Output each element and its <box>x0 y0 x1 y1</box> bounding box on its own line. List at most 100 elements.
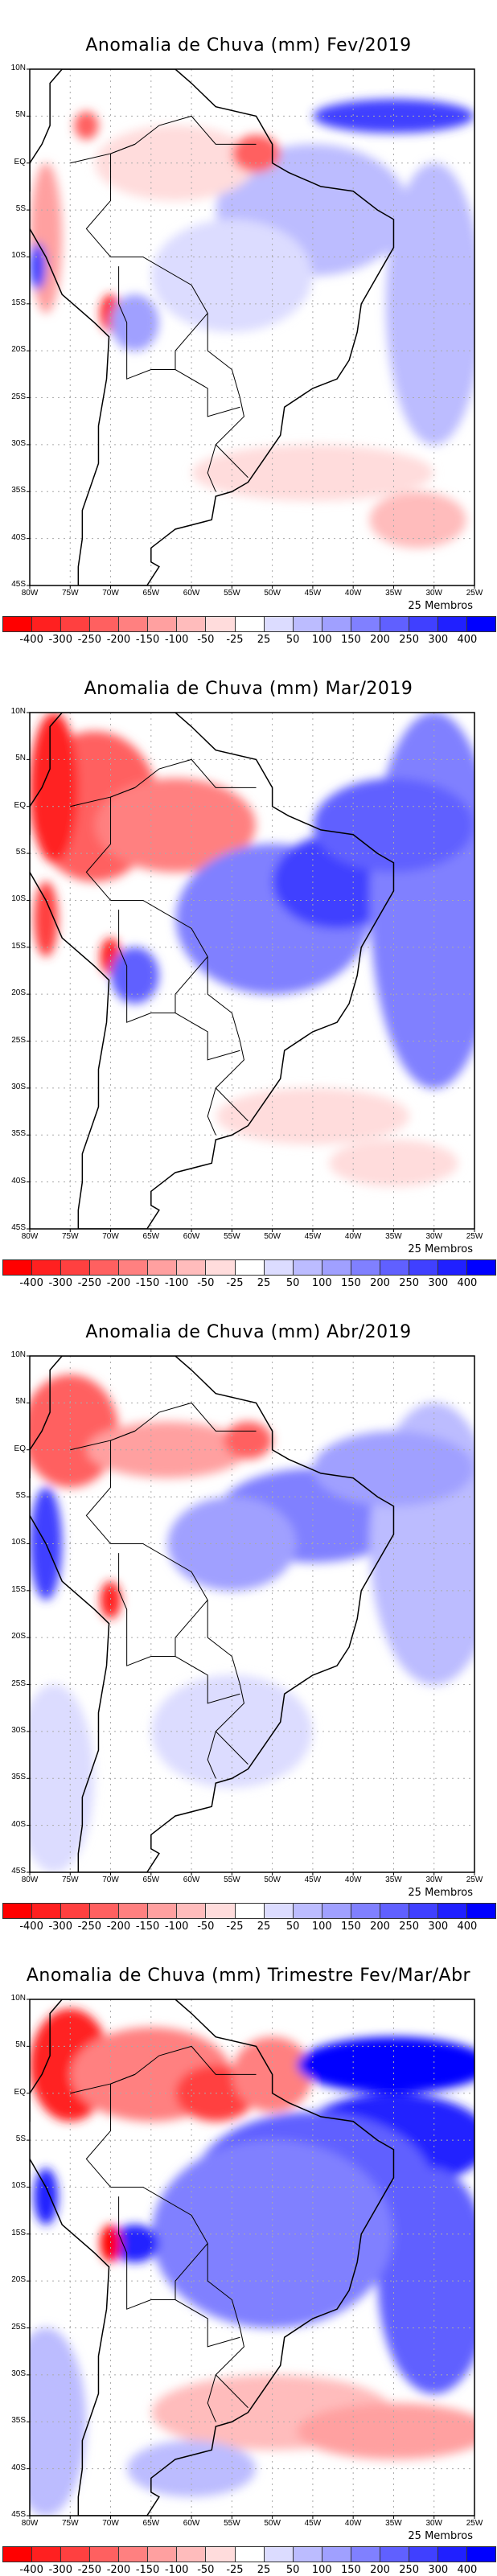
anomaly-region <box>297 2402 474 2460</box>
country-border <box>110 256 249 479</box>
lat-tick-label: 15S <box>11 2228 26 2237</box>
lon-tick-label: 40W <box>344 1876 362 1884</box>
legend-swatch <box>32 617 62 631</box>
country-border <box>70 1430 135 1451</box>
legend-swatch <box>206 2547 236 2562</box>
legend-label: -250 <box>77 634 102 646</box>
rainfall-anomaly-map <box>27 712 475 1232</box>
legend-swatch <box>119 1260 149 1275</box>
lat-tick-label: 5N <box>15 2040 26 2050</box>
lon-tick-label: 35W <box>385 1232 402 1241</box>
legend-swatch <box>206 617 236 631</box>
lat-tick-label: 20S <box>11 988 26 998</box>
legend-label: 400 <box>457 2564 478 2576</box>
coastline <box>30 69 395 585</box>
lon-tick-label: 80W <box>21 1876 39 1884</box>
lat-tick-label: EQ <box>14 157 26 166</box>
lat-tick-label: 10N <box>10 1350 26 1359</box>
legend-label: -100 <box>164 634 189 646</box>
legend-label: -50 <box>197 1921 215 1933</box>
lon-tick-label: 75W <box>61 1876 79 1884</box>
lat-tick-label: 20S <box>11 345 26 355</box>
map-frame <box>29 1355 475 1873</box>
legend-label: -400 <box>19 634 43 646</box>
lat-tick-label: 25S <box>11 1035 26 1045</box>
legend-label: -250 <box>77 2564 102 2576</box>
legend-label: 25 <box>257 1277 271 1289</box>
lon-tick-label: 50W <box>264 1232 281 1241</box>
rainfall-anomaly-map <box>27 1999 475 2519</box>
country-border <box>70 2073 135 2094</box>
country-border <box>175 369 240 417</box>
legend-label: 100 <box>311 1277 332 1289</box>
legend-label: 400 <box>457 1277 478 1289</box>
legend-swatch <box>177 1260 207 1275</box>
lat-tick-label: 5S <box>15 204 26 214</box>
anomaly-region <box>30 1374 119 1488</box>
legend-swatch <box>235 1904 265 1918</box>
country-border <box>110 2186 249 2409</box>
legend-swatch <box>409 617 438 631</box>
legend-swatch <box>467 2547 496 2562</box>
lat-tick-label: 20S <box>11 2275 26 2285</box>
country-border <box>118 910 208 1023</box>
lon-tick-label: 45W <box>304 589 322 598</box>
lat-tick-label: 25S <box>11 1678 26 1688</box>
coastline <box>30 1356 395 1872</box>
anomaly-map-panel: Anomalia de Chuva (mm) Trimestre Fev/Mar… <box>0 1930 497 2576</box>
lon-tick-label: 60W <box>183 1876 200 1884</box>
legend-swatch <box>264 1260 294 1275</box>
lon-tick-label: 75W <box>61 1232 79 1241</box>
legend-swatch <box>293 617 322 631</box>
legend-swatch <box>177 1904 207 1918</box>
legend-label: -200 <box>106 1921 131 1933</box>
legend-label: 50 <box>285 634 300 646</box>
anomaly-region <box>94 778 256 873</box>
legend-label: 50 <box>285 1921 300 1933</box>
legend-label: -150 <box>135 1277 160 1289</box>
legend-swatch <box>177 2547 207 2562</box>
legend-swatch <box>206 1904 236 1918</box>
coastline <box>30 713 395 1229</box>
legend-label: -250 <box>77 1921 102 1933</box>
lon-tick-label: 35W <box>385 2519 402 2528</box>
lat-tick-label: 45S <box>11 1867 26 1876</box>
map-frame <box>29 68 475 586</box>
legend-label: 300 <box>428 1277 449 1289</box>
legend-swatch <box>293 1904 322 1918</box>
country-border <box>118 266 208 380</box>
legend-swatch <box>322 1904 351 1918</box>
legend-label: 400 <box>457 634 478 646</box>
lon-tick-label: 75W <box>61 589 79 598</box>
legend-label: 100 <box>311 634 332 646</box>
legend-swatch <box>437 1260 467 1275</box>
legend-label: 250 <box>399 1277 420 1289</box>
lon-tick-label: 50W <box>264 2519 281 2528</box>
anomaly-region <box>100 2225 121 2262</box>
legend-label: -25 <box>226 1277 244 1289</box>
map-frame <box>29 1999 475 2516</box>
legend-label: 400 <box>457 1921 478 1933</box>
anomaly-region <box>30 713 79 863</box>
legend-swatch <box>3 2547 33 2562</box>
lat-tick-label: 5N <box>15 1397 26 1407</box>
lat-tick-label: 30S <box>11 438 26 448</box>
legend-swatch <box>380 1904 409 1918</box>
legend-label: -300 <box>48 2564 72 2576</box>
lat-tick-label: 5S <box>15 1491 26 1501</box>
lon-tick-label: 80W <box>21 1232 39 1241</box>
lat-tick-label: 30S <box>11 1082 26 1091</box>
lat-tick-label: 5S <box>15 2134 26 2144</box>
country-border <box>207 1087 216 1136</box>
legend-swatch <box>467 1260 496 1275</box>
legend-label: -300 <box>48 634 72 646</box>
lon-tick-label: 25W <box>466 1876 483 1884</box>
country-border <box>175 2299 240 2348</box>
legend-label: -100 <box>164 1277 189 1289</box>
anomaly-region <box>127 2440 257 2497</box>
lat-tick-label: 35S <box>11 1773 26 1782</box>
legend-swatch <box>32 2547 62 2562</box>
lat-tick-label: 45S <box>11 580 26 589</box>
lon-tick-label: 60W <box>183 2519 200 2528</box>
legend-swatch <box>264 1904 294 1918</box>
